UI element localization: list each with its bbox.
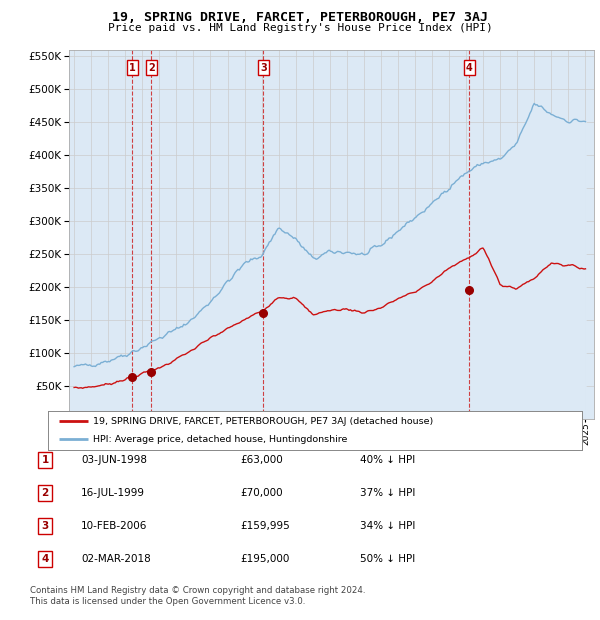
Text: HPI: Average price, detached house, Huntingdonshire: HPI: Average price, detached house, Hunt… [94,435,348,444]
Text: £195,000: £195,000 [240,554,289,564]
Text: 4: 4 [466,63,472,73]
Text: 2: 2 [41,488,49,498]
Text: 37% ↓ HPI: 37% ↓ HPI [360,488,415,498]
Text: Price paid vs. HM Land Registry's House Price Index (HPI): Price paid vs. HM Land Registry's House … [107,23,493,33]
Text: 3: 3 [260,63,267,73]
Text: 03-JUN-1998: 03-JUN-1998 [81,455,147,465]
Text: 4: 4 [41,554,49,564]
Text: £70,000: £70,000 [240,488,283,498]
Text: £63,000: £63,000 [240,455,283,465]
Text: 19, SPRING DRIVE, FARCET, PETERBOROUGH, PE7 3AJ (detached house): 19, SPRING DRIVE, FARCET, PETERBOROUGH, … [94,417,434,426]
Text: This data is licensed under the Open Government Licence v3.0.: This data is licensed under the Open Gov… [30,597,305,606]
Text: 19, SPRING DRIVE, FARCET, PETERBOROUGH, PE7 3AJ: 19, SPRING DRIVE, FARCET, PETERBOROUGH, … [112,11,488,24]
Text: 10-FEB-2006: 10-FEB-2006 [81,521,148,531]
Text: 2: 2 [148,63,155,73]
Text: 02-MAR-2018: 02-MAR-2018 [81,554,151,564]
Text: 1: 1 [41,455,49,465]
Text: £159,995: £159,995 [240,521,290,531]
Text: 16-JUL-1999: 16-JUL-1999 [81,488,145,498]
Text: 3: 3 [41,521,49,531]
Text: 50% ↓ HPI: 50% ↓ HPI [360,554,415,564]
Text: 40% ↓ HPI: 40% ↓ HPI [360,455,415,465]
Text: 1: 1 [129,63,136,73]
Text: Contains HM Land Registry data © Crown copyright and database right 2024.: Contains HM Land Registry data © Crown c… [30,586,365,595]
Text: 34% ↓ HPI: 34% ↓ HPI [360,521,415,531]
